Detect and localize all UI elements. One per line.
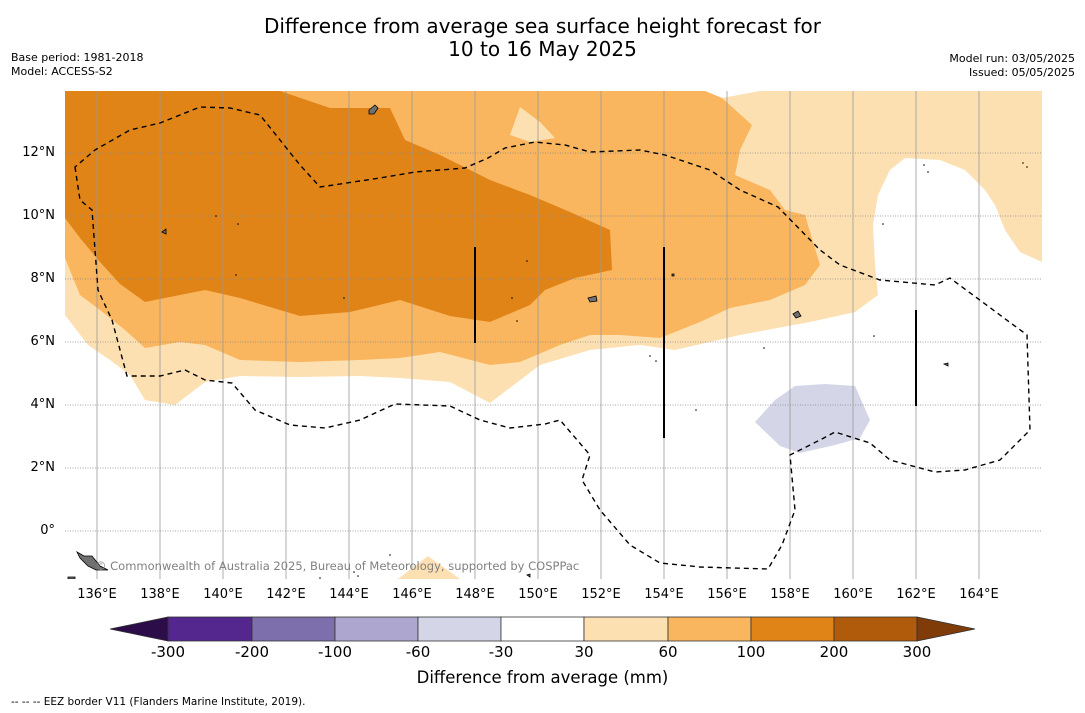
anomaly-region-neg60-30 [755,384,870,453]
island [76,550,109,571]
lon-tick-label: 144°E [329,587,369,602]
lon-tick-label: 148°E [455,587,495,602]
copyright-text: © Commonwealth of Australia 2025, Bureau… [95,559,580,573]
chart-title-line2: 10 to 16 May 2025 [448,37,637,61]
colorbar-tick-label: 300 [902,643,932,661]
colorbar-bin [667,616,752,642]
islets [215,162,1028,579]
colorbar-bin [500,616,585,642]
lon-tick-label: 152°E [581,587,621,602]
island [368,104,379,115]
colorbar-tick-label: -300 [150,643,186,661]
colorbar-bin [750,616,835,642]
eez-border [74,106,1031,570]
island [526,573,531,578]
colorbar-bin [167,616,253,642]
marker-lines [474,247,917,438]
lat-tick-label: 10°N [22,208,55,223]
island [67,576,76,579]
model-run-text: Model run: 03/05/2025 [949,52,1075,65]
lon-tick-label: 158°E [770,587,810,602]
lon-tick-label: 162°E [896,587,936,602]
colorbar-tick-label: 200 [819,643,849,661]
lon-tick-label: 138°E [140,587,180,602]
colorbar-tick-label: 30 [574,643,594,661]
eez-footnote: -- -- -- EEZ border V11 (Flanders Marine… [11,696,306,708]
colorbar-bin [417,616,502,642]
colorbar-extend-high [916,616,976,642]
base-period-text: Base period: 1981-2018 [11,51,144,64]
anomaly-patch-30-60 [510,107,555,142]
anomaly-patch-bottom [398,556,460,579]
island [671,273,675,277]
colorbar-tick-label: 100 [736,643,766,661]
lon-tick-label: 146°E [392,587,432,602]
colorbar-bin [583,616,669,642]
colorbar-tick-label: -60 [405,643,431,661]
lon-tick-label: 164°E [959,587,999,602]
island [587,295,598,303]
lon-tick-label: 136°E [77,587,117,602]
colorbar-extend-low [109,616,169,642]
chart-title-line1: Difference from average sea surface heig… [263,14,822,38]
colorbar [109,616,976,642]
colorbar-tick-label: -30 [488,643,514,661]
colorbar-tick-label: -100 [317,643,353,661]
lon-tick-label: 154°E [644,587,684,602]
island [161,228,167,235]
colorbar-bin [251,616,336,642]
colorbar-title: Difference from average (mm) [416,668,669,687]
lat-tick-label: 8°N [30,271,56,286]
lat-gridlines [65,152,1042,532]
lon-tick-label: 160°E [833,587,873,602]
islands [67,104,949,579]
island [942,362,949,367]
model-text: Model: ACCESS-S2 [11,65,113,78]
island [792,310,802,319]
colorbar-bin [833,616,918,642]
lat-tick-label: 12°N [22,145,55,160]
lat-tick-label: 4°N [30,397,56,412]
lon-tick-label: 156°E [707,587,747,602]
lon-tick-label: 142°E [266,587,306,602]
lat-tick-label: 0° [40,523,55,538]
lon-tick-label: 140°E [203,587,243,602]
lat-tick-label: 2°N [30,460,56,475]
lat-tick-label: 6°N [30,334,56,349]
issued-text: Issued: 05/05/2025 [968,66,1075,79]
lon-tick-label: 150°E [518,587,558,602]
colorbar-tick-label: -200 [234,643,270,661]
colorbar-tick-label: 60 [658,643,678,661]
lon-gridlines [96,91,980,579]
colorbar-bin [334,616,419,642]
